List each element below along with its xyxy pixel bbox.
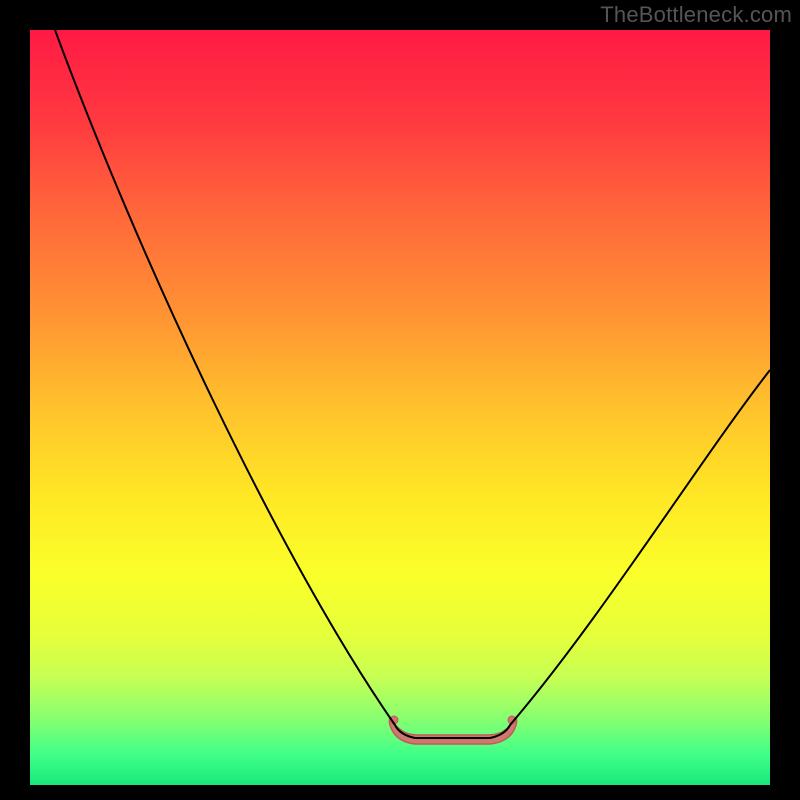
gradient-background: [30, 30, 770, 785]
plot-area: [30, 30, 770, 785]
chart-svg: [0, 0, 800, 800]
watermark-text: TheBottleneck.com: [600, 2, 792, 28]
bottleneck-chart: TheBottleneck.com: [0, 0, 800, 800]
